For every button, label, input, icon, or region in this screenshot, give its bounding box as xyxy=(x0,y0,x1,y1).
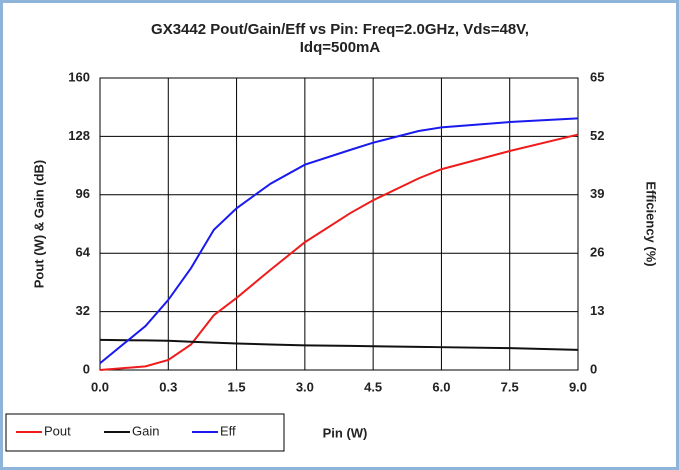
y-tick-label: 64 xyxy=(76,245,91,260)
legend-label: Gain xyxy=(132,423,159,438)
plot-border xyxy=(99,77,579,371)
y-tick-label: 96 xyxy=(76,186,90,201)
y2-tick-label: 52 xyxy=(590,128,604,143)
x-tick-label: 3.0 xyxy=(296,379,314,394)
x-tick-label: 1.5 xyxy=(228,379,246,394)
y-axis-label: Pout (W) & Gain (dB) xyxy=(31,160,46,289)
y2-tick-label: 65 xyxy=(590,69,604,84)
legend-label: Eff xyxy=(220,423,236,438)
x-tick-label: 6.0 xyxy=(432,379,450,394)
x-tick-label: 9.0 xyxy=(569,379,587,394)
y2-tick-label: 13 xyxy=(590,303,604,318)
y-tick-label: 160 xyxy=(68,69,90,84)
chart-title: GX3442 Pout/Gain/Eff vs Pin: Freq=2.0GHz… xyxy=(151,21,529,38)
y2-axis-label: Efficiency (%) xyxy=(644,181,659,266)
x-tick-label: 7.5 xyxy=(501,379,519,394)
y2-tick-label: 26 xyxy=(590,245,604,260)
legend xyxy=(5,413,285,452)
chart-title: Idq=500mA xyxy=(300,39,381,56)
y2-tick-label: 39 xyxy=(590,186,604,201)
y-tick-label: 128 xyxy=(68,128,90,143)
legend-label: Pout xyxy=(44,423,71,438)
series-line xyxy=(99,133,579,371)
x-tick-label: 0.0 xyxy=(91,379,109,394)
y-tick-label: 0 xyxy=(83,361,90,376)
x-tick-label: 4.5 xyxy=(364,379,382,394)
x-tick-label: 0.3 xyxy=(159,379,177,394)
series-line xyxy=(99,338,579,351)
y2-tick-label: 0 xyxy=(590,361,597,376)
series-line xyxy=(99,117,579,365)
x-axis-label: Pin (W) xyxy=(323,425,368,440)
y-tick-label: 32 xyxy=(76,303,90,318)
